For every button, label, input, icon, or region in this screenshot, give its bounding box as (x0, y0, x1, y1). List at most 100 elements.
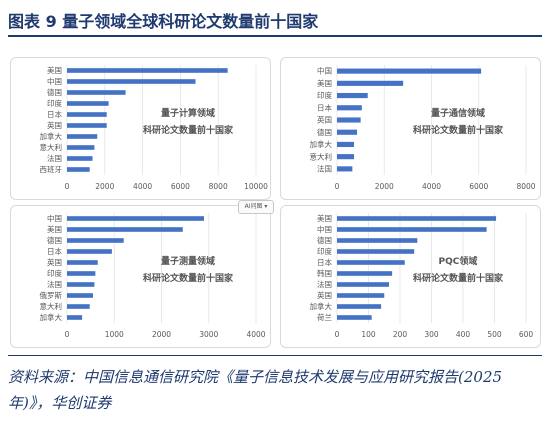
category-label: 印度 (47, 98, 62, 108)
chart-quantum-computing: 0 2000 4000 6000 8000 10000 美国中国德国印度日本英国加拿大意大利… (40, 65, 268, 191)
bar (337, 304, 382, 309)
bar (67, 227, 183, 232)
x-tick-label: 3000 (199, 330, 218, 339)
x-tick-label: 8000 (209, 182, 228, 191)
category-label: 意大利 (310, 151, 333, 161)
category-label: 意大利 (40, 142, 63, 152)
x-tick-label: 8000 (516, 182, 535, 191)
category-label: 英国 (47, 120, 62, 130)
category-label: 美国 (47, 224, 62, 234)
x-tick-label: 4000 (246, 330, 265, 339)
category-label: 德国 (47, 87, 62, 97)
x-tick-label: 1000 (105, 330, 124, 339)
category-label: 法国 (317, 163, 332, 173)
category-label: 美国 (317, 213, 332, 223)
chart-pqc: 0 100 200 300 400 500 600 美国中国德国印度日本韩国法国英国加拿大荷兰… (310, 213, 534, 339)
category-label: 日本 (47, 246, 62, 256)
bar (337, 271, 393, 276)
bar (337, 129, 358, 135)
bar (67, 315, 83, 320)
category-label: 德国 (317, 235, 332, 245)
bar (337, 154, 355, 160)
x-tick-label: 200 (393, 330, 408, 339)
category-label: 中国 (47, 76, 62, 86)
category-label: 加拿大 (40, 131, 63, 141)
x-tick-label: 600 (519, 330, 534, 339)
header-divider (8, 35, 542, 37)
footer-divider (8, 355, 542, 356)
bar (67, 260, 98, 265)
bar (337, 282, 389, 287)
x-tick-label: 100 (361, 330, 376, 339)
category-label: 日本 (317, 257, 332, 267)
x-tick-label: 4000 (133, 182, 152, 191)
bar (337, 92, 368, 99)
bar (67, 90, 126, 95)
chart-title-line: 量子通信领域 (431, 107, 485, 119)
bar (337, 80, 404, 86)
source-note: 资料来源：中国信息通信研究院《量子信息技术发展与应用研究报告(2025 年)》，… (8, 368, 503, 412)
category-label: 美国 (47, 65, 62, 75)
category-label: 意大利 (40, 301, 63, 311)
chart-title-line: 量子计算领域 (161, 107, 215, 119)
category-label: 中国 (317, 66, 332, 76)
chart-title-line: 科研论文数量前十国家 (413, 124, 504, 136)
bar (337, 238, 418, 243)
category-label: 中国 (47, 213, 62, 223)
category-label: 法国 (47, 153, 62, 163)
bar (67, 216, 205, 221)
x-tick-label: 2000 (95, 182, 114, 191)
x-tick-label: 0 (335, 182, 340, 191)
x-tick-label: 0 (65, 330, 70, 339)
x-tick-label: 2000 (152, 330, 171, 339)
bar (67, 101, 109, 106)
category-label: 加拿大 (310, 139, 333, 149)
x-tick-label: 2000 (375, 182, 394, 191)
bar (337, 141, 355, 148)
ai-ask-chart-button[interactable]: AI问图 ▾ (238, 200, 274, 214)
x-tick-label: 500 (487, 330, 502, 339)
bar (337, 105, 362, 111)
category-label: 日本 (317, 102, 332, 112)
bar (67, 304, 90, 309)
x-tick-label: 400 (456, 330, 471, 339)
x-tick-label: 6000 (469, 182, 488, 191)
chart-title-line: 科研论文数量前十国家 (143, 124, 234, 136)
category-label: 法国 (47, 279, 62, 289)
bar (67, 79, 196, 84)
category-label: 美国 (317, 78, 332, 88)
chart-title-line: 量子测量领域 (161, 255, 215, 267)
bar (337, 68, 482, 74)
chart-title-line: 科研论文数量前十国家 (413, 272, 504, 284)
category-label: 荷兰 (317, 312, 332, 322)
bar (67, 238, 124, 243)
category-label: 俄罗斯 (40, 290, 63, 300)
x-tick-label: 10000 (244, 182, 268, 191)
category-label: 韩国 (317, 268, 332, 278)
chart-title-line: 科研论文数量前十国家 (143, 272, 234, 284)
category-label: 英国 (47, 257, 62, 267)
category-label: 印度 (317, 246, 332, 256)
category-label: 加拿大 (310, 301, 333, 311)
bar (337, 260, 405, 265)
bar (337, 315, 372, 320)
category-label: 英国 (317, 290, 332, 300)
category-label: 德国 (317, 127, 332, 137)
bar (337, 293, 385, 298)
bar (67, 167, 90, 172)
bar (67, 293, 93, 298)
category-label: 加拿大 (40, 312, 63, 322)
x-tick-label: 300 (424, 330, 439, 339)
figure-title: 图表 9 量子领域全球科研论文数量前十国家 (8, 12, 319, 31)
category-label: 印度 (317, 90, 332, 100)
category-label: 法国 (317, 279, 332, 289)
bar (67, 112, 107, 117)
category-label: 印度 (47, 268, 62, 278)
chart-panel-pqc: 0 100 200 300 400 500 600 美国 中国 德国 印度 日本 韩国 法国 英国 加拿大 荷兰… (280, 205, 541, 348)
x-tick-label: 0 (65, 182, 70, 191)
category-label: 中国 (317, 224, 332, 234)
x-tick-label: 6000 (171, 182, 190, 191)
category-label: 英国 (317, 115, 332, 125)
bar (337, 249, 415, 254)
